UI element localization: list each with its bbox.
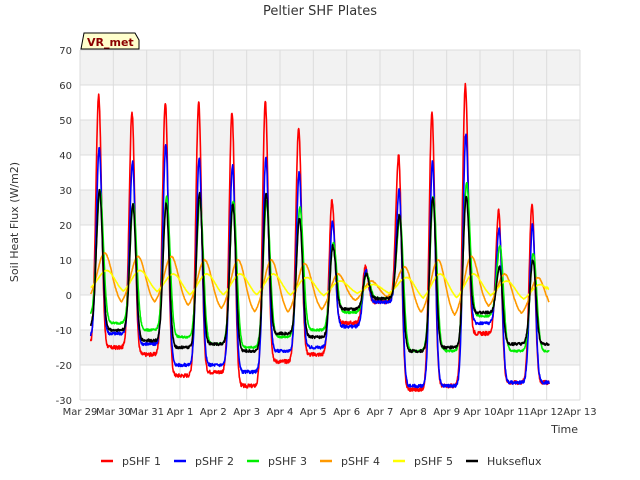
- annotation-badge: VR_met: [80, 32, 140, 50]
- plot-band: [80, 330, 580, 365]
- annotation-badge-shape: [80, 32, 140, 50]
- x-tick-label: Mar 30: [96, 407, 131, 418]
- series-line-pshf-5: [90, 269, 550, 300]
- y-tick-label: 20: [59, 221, 72, 232]
- plot-band: [80, 85, 580, 120]
- series-line-pshf-1: [89, 82, 550, 393]
- plot-band: [80, 155, 580, 190]
- y-tick-label: 50: [59, 116, 72, 127]
- x-tick-label: Apr 5: [300, 407, 327, 418]
- y-tick-label: 40: [59, 151, 72, 162]
- series-line-pshf-4: [89, 252, 550, 316]
- y-tick-label: -10: [56, 326, 72, 337]
- x-tick-label: Apr 11: [497, 407, 530, 418]
- plot-band: [80, 365, 580, 400]
- legend-label: Hukseflux: [487, 455, 542, 468]
- legend-label: pSHF 3: [268, 455, 307, 468]
- x-tick-label: Mar 31: [129, 407, 164, 418]
- x-axis-label: Time: [550, 423, 578, 436]
- x-tick-label: Mar 29: [63, 407, 98, 418]
- series-lines: [89, 82, 550, 393]
- x-tick-label: Apr 2: [200, 407, 227, 418]
- legend: pSHF 1 pSHF 2 pSHF 3 pSHF 4 pSHF 5 Hukseflux: [101, 455, 542, 468]
- legend-label: pSHF 1: [122, 455, 161, 468]
- x-tick-label: Apr 12: [530, 407, 563, 418]
- plot-band: [80, 295, 580, 330]
- y-axis-label: Soil Heat Flux (W/m2): [8, 162, 21, 282]
- y-tick-label: 30: [59, 186, 72, 197]
- y-axis-ticks: -30 -20 -10 0 10 20 30 40 50 60 70: [56, 46, 72, 407]
- x-tick-label: Apr 7: [367, 407, 394, 418]
- series-line-pshf-2: [89, 133, 550, 389]
- y-tick-label: 10: [59, 256, 72, 267]
- x-tick-label: Apr 4: [267, 407, 294, 418]
- plot-band: [80, 50, 580, 85]
- y-tick-label: 60: [59, 81, 72, 92]
- x-tick-label: Apr 1: [167, 407, 194, 418]
- series-line-pshf-3: [89, 182, 550, 353]
- legend-label: pSHF 2: [195, 455, 234, 468]
- plot-band: [80, 120, 580, 155]
- y-tick-label: 0: [66, 291, 72, 302]
- x-tick-label: Apr 6: [333, 407, 360, 418]
- x-tick-label: Apr 9: [433, 407, 460, 418]
- y-tick-label: -30: [56, 396, 72, 407]
- legend-label: pSHF 4: [341, 455, 380, 468]
- legend-label: pSHF 5: [414, 455, 453, 468]
- y-tick-label: 70: [59, 46, 72, 57]
- x-tick-label: Apr 10: [463, 407, 496, 418]
- y-tick-label: -20: [56, 361, 72, 372]
- x-tick-label: Apr 13: [563, 407, 596, 418]
- x-tick-label: Apr 8: [400, 407, 427, 418]
- annotation-label: VR_met: [87, 36, 134, 49]
- chart-title: Peltier SHF Plates: [263, 4, 377, 19]
- x-tick-label: Apr 3: [233, 407, 260, 418]
- series-line-hukseflux: [89, 188, 550, 354]
